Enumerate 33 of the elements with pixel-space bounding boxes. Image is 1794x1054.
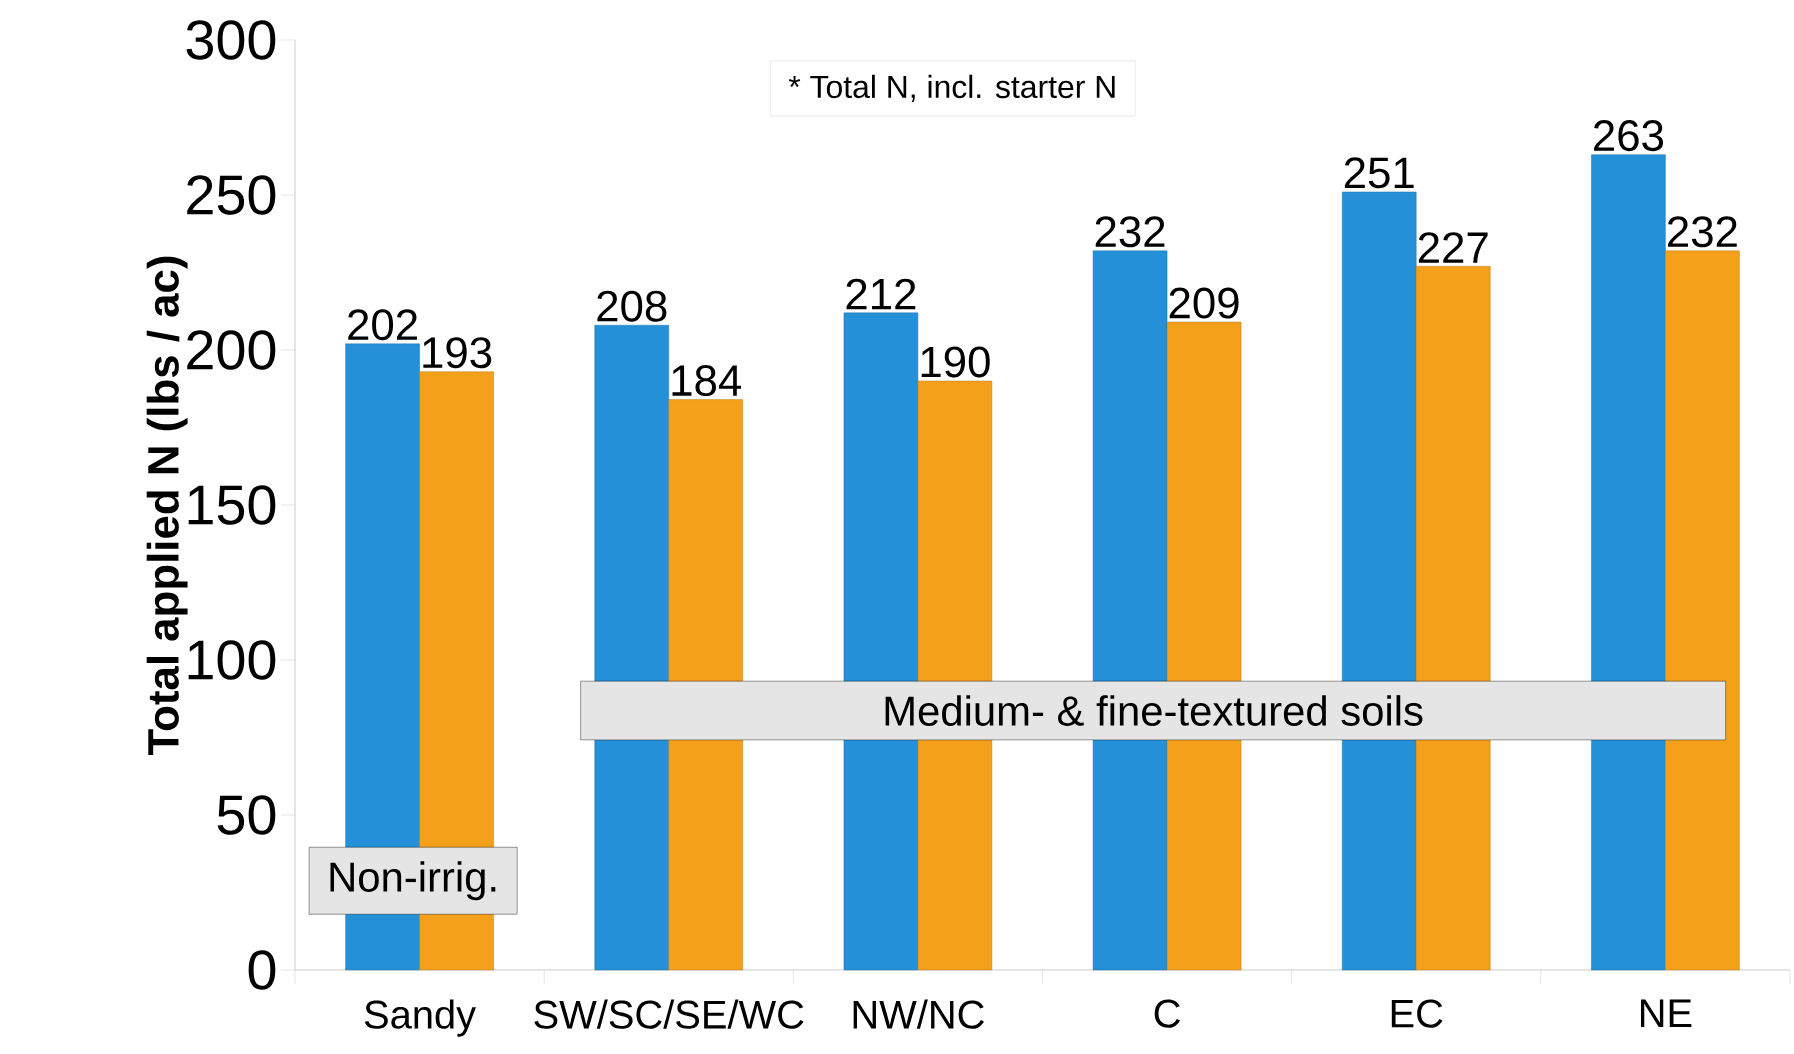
y-axis-title: Total applied N (lbs / ac) [146, 256, 188, 755]
y-tick-label: 200 [187, 330, 276, 370]
bar [1591, 154, 1666, 971]
data-label: 208 [597, 290, 667, 322]
data-label: 184 [672, 365, 742, 397]
x-tick-label: Sandy [364, 999, 476, 1037]
x-tick-label: EC [1391, 999, 1443, 1028]
y-tick-label: 150 [188, 485, 276, 525]
x-tick-label: SW/SC/SE/WC [534, 999, 804, 1029]
y-tick-label: 100 [188, 640, 276, 680]
data-label: 212 [846, 278, 916, 310]
data-label: 263 [1594, 120, 1664, 152]
bar [668, 399, 743, 971]
data-label: 193 [423, 337, 492, 369]
data-label: 232 [1095, 216, 1165, 248]
x-tick-label: NW/NC [853, 999, 984, 1029]
data-label: 227 [1418, 232, 1488, 263]
y-tick-label: 300 [186, 20, 276, 60]
data-label: 232 [1668, 216, 1737, 248]
y-tick-label: 50 [217, 795, 276, 835]
y-tick-label: 0 [248, 950, 276, 990]
data-label: 202 [348, 309, 417, 341]
data-label: 251 [1344, 157, 1414, 189]
x-tick-label: C [1154, 999, 1180, 1028]
annotation: Non-irrig. [330, 861, 496, 901]
annotation: * Total N, incl. starter N [788, 74, 1115, 102]
x-tick-label: NE [1640, 999, 1692, 1027]
data-label: 190 [921, 346, 990, 378]
bar [1665, 250, 1740, 971]
y-tick-label: 250 [187, 175, 276, 215]
annotation: Medium- & fine-textured soils [885, 695, 1423, 726]
data-label: 209 [1169, 287, 1239, 319]
bar [594, 324, 669, 971]
